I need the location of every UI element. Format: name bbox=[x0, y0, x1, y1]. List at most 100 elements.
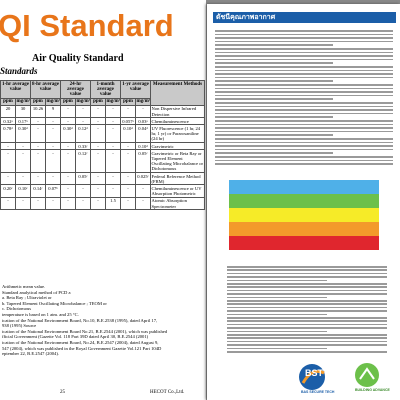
text-line bbox=[215, 30, 393, 32]
text-line bbox=[215, 127, 393, 129]
text-line bbox=[215, 51, 393, 54]
page-number: 25 bbox=[60, 390, 65, 395]
text-line bbox=[215, 58, 393, 61]
footnote: 938 (1995) Source bbox=[2, 323, 37, 329]
text-line bbox=[215, 152, 333, 154]
text-line bbox=[215, 163, 393, 165]
cell: - bbox=[30, 172, 46, 186]
text-line bbox=[227, 306, 387, 309]
footnote: Arithmetic mean value. bbox=[2, 284, 46, 289]
cell: - bbox=[104, 117, 122, 126]
text-line bbox=[215, 40, 393, 43]
text-line bbox=[227, 317, 387, 319]
table-row: 20 30 10.26 9- - - - - - Non Dispersive Infrared … bbox=[0, 104, 206, 119]
cell: - bbox=[30, 196, 46, 211]
cell: - bbox=[0, 196, 16, 211]
cell: - bbox=[60, 196, 76, 211]
text-line bbox=[227, 323, 387, 326]
method-cell: Atomic Absorption Spectrometer bbox=[150, 196, 206, 211]
table-row: 0.20ᶜ 0.10ᶜ 0.14ᶜ 0.07ᵇ - - - - - - Chemiluminesce… bbox=[0, 184, 206, 198]
cell: - bbox=[90, 196, 106, 211]
cell: - bbox=[30, 142, 46, 151]
footnote: fficial Government (Gazette Vol. 118 Par… bbox=[2, 334, 149, 340]
aqi-row bbox=[229, 180, 379, 194]
method-cell: Chemiluminescence bbox=[150, 117, 206, 126]
logo-text: BUILDING ADVANCE bbox=[355, 388, 390, 392]
aqi-row bbox=[229, 236, 379, 250]
cell: 0.12ᵈ bbox=[75, 124, 91, 144]
unit-header: ppm bbox=[60, 97, 76, 106]
cell: - bbox=[45, 196, 61, 211]
footnote: temperature is based on 1 atm. and 25 °C… bbox=[2, 311, 79, 317]
cell: 0.78ᵈ bbox=[0, 124, 16, 144]
cell: 0.10ᶜ bbox=[15, 184, 31, 198]
method-cell: Chemiluminescence or UV Absorption Photo… bbox=[150, 184, 206, 198]
cell: - bbox=[30, 124, 46, 144]
cell: 0.30ᵈ bbox=[60, 124, 76, 144]
text-line bbox=[215, 44, 333, 46]
cell: 0.05ᶜ bbox=[75, 172, 91, 186]
text-line bbox=[215, 130, 393, 133]
text-line bbox=[215, 148, 393, 151]
text-line bbox=[227, 293, 387, 295]
subtitle: Air Quality Standard bbox=[32, 53, 124, 64]
text-line bbox=[227, 279, 327, 282]
cell: - bbox=[15, 149, 31, 174]
text-line bbox=[227, 327, 387, 329]
text-line bbox=[215, 105, 393, 108]
text-line bbox=[227, 272, 387, 275]
text-line bbox=[215, 37, 393, 39]
cell: - bbox=[120, 149, 137, 174]
cell: 0.33ᶜ bbox=[75, 142, 91, 151]
cell: 20 bbox=[0, 104, 16, 119]
unit-header: ppm bbox=[90, 97, 106, 106]
cell: - bbox=[60, 184, 76, 198]
cell: 0.14ᶜ bbox=[30, 184, 46, 198]
text-line bbox=[215, 87, 393, 90]
cell: - bbox=[90, 172, 106, 186]
aqi-row bbox=[229, 194, 379, 208]
column-header: 8-hr average value bbox=[30, 80, 61, 99]
cell: 0.057ᵃ bbox=[120, 117, 137, 126]
cell: - bbox=[75, 117, 91, 126]
unit-header: mg/m³ bbox=[135, 97, 152, 106]
cell: - bbox=[45, 117, 61, 126]
text-line bbox=[227, 303, 387, 305]
text-line bbox=[227, 283, 387, 285]
text-line bbox=[215, 141, 393, 144]
logo-text: BST bbox=[305, 368, 323, 378]
unit-header: ppm bbox=[0, 97, 16, 106]
text-line bbox=[227, 266, 387, 268]
cell: 0.05ᶜ bbox=[135, 149, 152, 174]
company: HECOT Co.,Ltd. bbox=[150, 390, 185, 395]
cell: - bbox=[60, 172, 76, 186]
table-row: 0.32ᵃ 0.17ᵃ - - - - - -0.057ᵃ 0.03ᵃ Chemiluminesc… bbox=[0, 117, 206, 126]
left-page: QI Standard Air Quality Standard Standar… bbox=[0, 0, 206, 400]
text-line bbox=[227, 276, 387, 278]
unit-header: ppm bbox=[120, 97, 137, 106]
unit-row: ppm mg/m³ ppm mg/m³ ppm mg/m³ ppm mg/m³ ppm mg/m³ bbox=[0, 97, 205, 106]
text-line bbox=[215, 76, 393, 79]
right-page: ดัชนีคุณภาพอากาศ BST BAS SECURE TECH BUI… bbox=[207, 4, 400, 400]
column-header: Measurement Methods bbox=[150, 80, 206, 106]
footnote: ication of the National Environment Boar… bbox=[2, 339, 159, 345]
text-line bbox=[215, 33, 393, 36]
cell: - bbox=[90, 117, 106, 126]
cell: 9 bbox=[45, 104, 61, 119]
text-line bbox=[215, 69, 393, 72]
text-line bbox=[215, 91, 393, 93]
cell: - bbox=[0, 149, 16, 174]
cell: 0.07ᵇ bbox=[45, 184, 61, 198]
table-row: 0.78ᵈ 0.30ᵈ - -0.30ᵈ 0.12ᵈ - -0.10ᵈ 0.04ᵈ UV Flu… bbox=[0, 124, 206, 144]
text-line bbox=[215, 145, 393, 147]
method-cell: Non Dispersive Infrared Detection bbox=[150, 104, 206, 119]
text-line bbox=[227, 296, 327, 299]
column-header: 1-month average value bbox=[89, 80, 122, 99]
text-line bbox=[227, 320, 387, 322]
cell: 0.10ᵈ bbox=[135, 142, 152, 151]
footnote: a. Beta Ray ; Ultraviolet or bbox=[2, 295, 52, 301]
footnote: ication of the National Environment Boar… bbox=[2, 328, 168, 334]
cell: - bbox=[15, 172, 31, 186]
text-line bbox=[215, 66, 393, 68]
footnote: ication of the National Environment Boar… bbox=[2, 317, 158, 323]
